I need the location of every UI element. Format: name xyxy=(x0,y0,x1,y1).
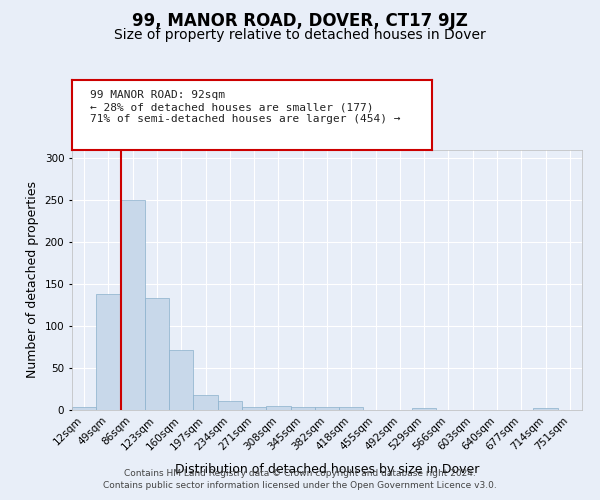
Text: 99, MANOR ROAD, DOVER, CT17 9JZ: 99, MANOR ROAD, DOVER, CT17 9JZ xyxy=(132,12,468,30)
Bar xyxy=(193,395,218,410)
Bar xyxy=(266,406,290,410)
Bar xyxy=(145,298,169,410)
Bar xyxy=(169,350,193,410)
Y-axis label: Number of detached properties: Number of detached properties xyxy=(26,182,39,378)
Bar xyxy=(315,408,339,410)
Bar xyxy=(290,406,315,410)
Text: Contains public sector information licensed under the Open Government Licence v3: Contains public sector information licen… xyxy=(103,481,497,490)
Text: Contains HM Land Registry data © Crown copyright and database right 2024.: Contains HM Land Registry data © Crown c… xyxy=(124,468,476,477)
Text: Size of property relative to detached houses in Dover: Size of property relative to detached ho… xyxy=(114,28,486,42)
Bar xyxy=(242,406,266,410)
Bar xyxy=(339,408,364,410)
Bar xyxy=(218,401,242,410)
Bar xyxy=(96,294,121,410)
X-axis label: Distribution of detached houses by size in Dover: Distribution of detached houses by size … xyxy=(175,463,479,476)
Bar xyxy=(533,408,558,410)
Bar xyxy=(121,200,145,410)
Text: 99 MANOR ROAD: 92sqm
← 28% of detached houses are smaller (177)
71% of semi-deta: 99 MANOR ROAD: 92sqm ← 28% of detached h… xyxy=(90,90,401,124)
Bar xyxy=(72,408,96,410)
Bar xyxy=(412,408,436,410)
